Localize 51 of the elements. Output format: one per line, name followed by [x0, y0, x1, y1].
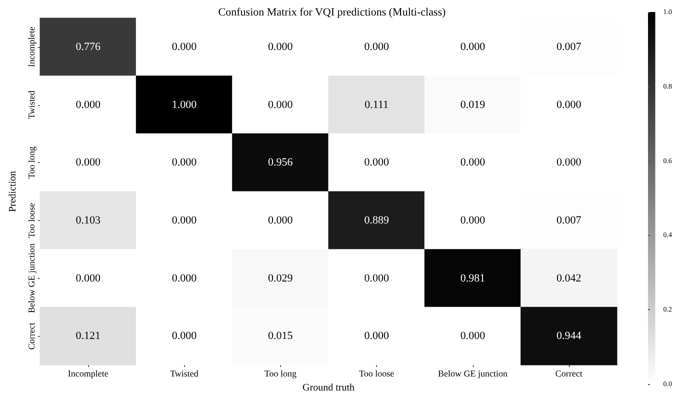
data-label: 0.000 — [460, 40, 486, 53]
data-label: 0.000 — [172, 156, 198, 169]
data-label: 0.956 — [268, 156, 294, 169]
data-label: 0.029 — [268, 272, 294, 284]
data-label: 0.019 — [460, 98, 486, 111]
y-tick-label: Too long — [26, 146, 36, 179]
data-label: 0.000 — [172, 272, 198, 284]
y-tick-label: Too loose — [26, 202, 36, 238]
x-tick-label: Too long — [264, 368, 297, 378]
data-label: 0.000 — [172, 330, 198, 342]
data-label: 0.000 — [364, 156, 390, 169]
data-label: 0.000 — [556, 98, 582, 111]
data-label: 0.776 — [76, 40, 101, 53]
data-label: 0.000 — [76, 272, 101, 284]
y-tick-label: Incomplete — [26, 26, 36, 68]
x-axis-title: Ground truth — [302, 382, 354, 394]
data-label: 0.015 — [268, 330, 294, 342]
data-label: 0.000 — [460, 330, 486, 342]
y-tick-label: Twisted — [26, 90, 36, 119]
data-label: 0.000 — [460, 214, 486, 226]
x-tick-label: Incomplete — [68, 368, 108, 378]
data-label: 0.000 — [172, 214, 198, 226]
data-label: 0.000 — [268, 214, 294, 226]
data-label: 0.042 — [556, 272, 582, 284]
data-label: 0.000 — [172, 40, 198, 53]
chart-title: Confusion Matrix for VQI predictions (Multi-class) — [218, 6, 446, 18]
data-label: 0.000 — [364, 40, 390, 53]
data-label: 0.981 — [460, 272, 486, 284]
data-label: 0.000 — [556, 156, 582, 169]
x-tick-label: Below GE junction — [438, 368, 508, 378]
data-label: 0.000 — [76, 156, 101, 169]
x-tick-label: Twisted — [170, 368, 199, 378]
data-label: 0.007 — [556, 214, 582, 226]
data-label: 0.000 — [268, 98, 294, 111]
data-label: 0.000 — [76, 98, 101, 111]
x-tick-label: Correct — [555, 368, 583, 378]
y-axis-title: Prediction — [8, 170, 18, 212]
data-label: 0.103 — [76, 214, 101, 226]
y-tick-label: Correct — [26, 322, 36, 350]
data-label: 1.000 — [172, 98, 198, 111]
y-tick-label: Below GE junction — [26, 243, 36, 313]
data-label: 0.121 — [76, 330, 100, 342]
data-label: 0.000 — [364, 330, 390, 342]
data-label: 0.000 — [460, 156, 486, 169]
data-label: 0.007 — [556, 40, 582, 53]
data-label: 0.944 — [556, 330, 582, 342]
x-tick-label: Too loose — [359, 368, 394, 378]
data-label: 0.000 — [364, 272, 390, 284]
data-label: 0.000 — [268, 40, 294, 53]
data-label: 0.889 — [364, 214, 390, 226]
data-label: 0.111 — [364, 98, 389, 111]
